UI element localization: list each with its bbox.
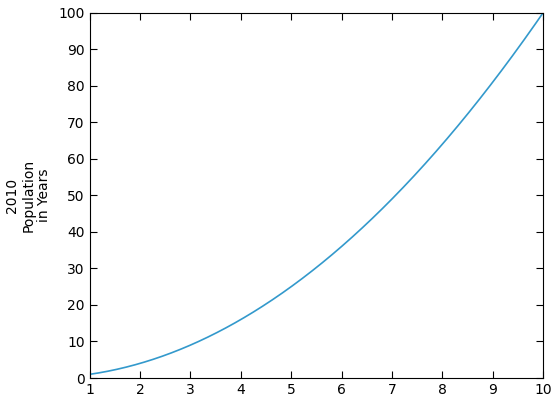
Y-axis label: 2010
Population
in Years: 2010 Population in Years (5, 159, 52, 232)
